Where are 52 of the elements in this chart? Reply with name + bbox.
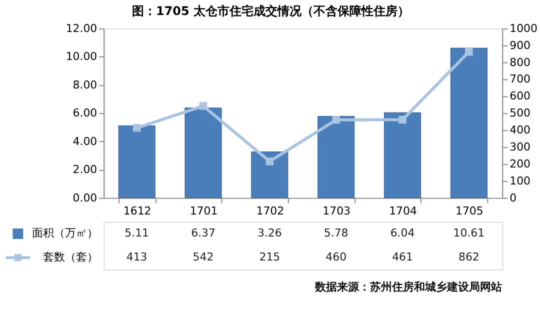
y-tick-label: 0.00 xyxy=(72,191,98,204)
legend-label: 面积（万㎡） xyxy=(32,226,98,240)
y2-tick-label: 800 xyxy=(510,56,531,69)
bar xyxy=(118,125,156,198)
y2-tick-label: 500 xyxy=(510,106,531,120)
y-tick-label: 2.00 xyxy=(72,163,98,176)
point xyxy=(398,116,406,124)
y-tick-label: 4.00 xyxy=(72,134,98,148)
bar xyxy=(318,116,355,198)
y2-tick-label: 400 xyxy=(510,124,531,137)
x-tick-label: 1702 xyxy=(256,204,284,218)
y-tick-label: 6.00 xyxy=(72,106,98,120)
data-label: 215 xyxy=(259,250,280,264)
data-label: 542 xyxy=(192,250,214,264)
data-label: 5.11 xyxy=(124,226,150,240)
y2-tick-label: 200 xyxy=(510,157,531,170)
y2-tick-label: 100 xyxy=(510,174,531,188)
point xyxy=(132,124,141,132)
data-label: 10.61 xyxy=(453,226,485,240)
y2-tick-label: 300 xyxy=(510,140,531,154)
x-tick-label: 1701 xyxy=(190,204,218,218)
bar xyxy=(384,112,422,198)
data-label: 862 xyxy=(458,250,480,264)
x-tick-label: 1612 xyxy=(123,204,152,218)
y2-tick-label: 0 xyxy=(510,191,517,204)
x-tick-label: 1705 xyxy=(456,204,484,218)
data-label: 413 xyxy=(126,250,148,264)
source-note: 数据来源：苏州住房和城乡建设局网站 xyxy=(314,280,502,294)
data-label: 3.26 xyxy=(257,226,282,240)
y2-tick-label: 700 xyxy=(510,72,531,86)
point xyxy=(199,102,208,110)
y2-tick-label: 600 xyxy=(510,90,531,103)
point xyxy=(332,116,340,124)
y-tick-label: 8.00 xyxy=(72,78,98,92)
bar xyxy=(184,108,222,198)
data-label: 460 xyxy=(326,250,347,264)
legend-label: 套数（套） xyxy=(43,250,98,264)
y-tick-label: 10.00 xyxy=(66,50,98,64)
point xyxy=(266,158,274,166)
data-label: 5.78 xyxy=(324,226,348,240)
y-tick-label: 12.00 xyxy=(66,22,98,35)
bar xyxy=(251,152,288,198)
y2-tick-label: 900 xyxy=(510,38,531,52)
y2-tick-label: 1000 xyxy=(510,22,538,35)
data-label: 6.04 xyxy=(390,226,415,240)
data-label: 461 xyxy=(392,250,413,264)
chart-title: 图：1705 太仓市住宅成交情况（不含保障性住房） xyxy=(132,4,410,18)
x-tick-label: 1703 xyxy=(322,204,351,218)
data-label: 6.37 xyxy=(191,226,216,240)
x-tick-label: 1704 xyxy=(389,204,417,218)
point xyxy=(465,48,473,56)
bar xyxy=(450,48,488,198)
